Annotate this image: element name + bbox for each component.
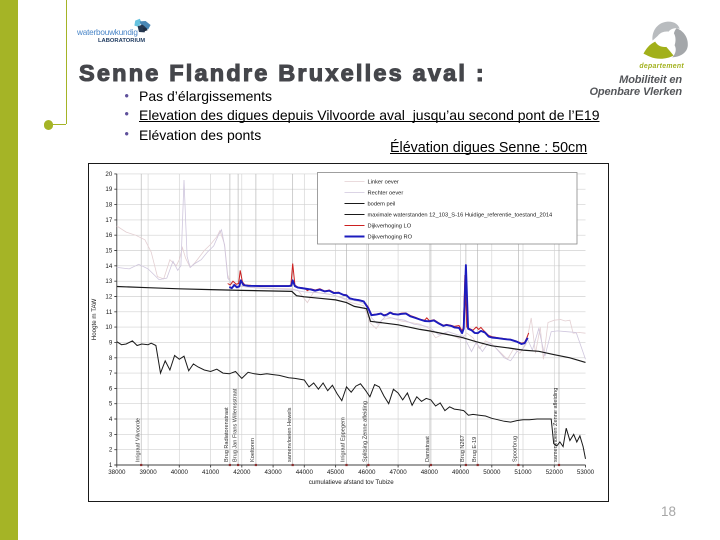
svg-text:Spoorbrug: Spoorbrug — [513, 436, 519, 462]
svg-text:20: 20 — [105, 171, 112, 178]
svg-text:Damstraat: Damstraat — [425, 436, 431, 462]
svg-text:9: 9 — [109, 339, 113, 346]
svg-text:47000: 47000 — [389, 469, 407, 476]
svg-text:44000: 44000 — [296, 469, 314, 476]
svg-text:45000: 45000 — [327, 469, 345, 476]
svg-text:Irrigraaf Vilvoorde: Irrigraaf Vilvoorde — [135, 418, 141, 462]
svg-text:Irrigraaf Eppegem: Irrigraaf Eppegem — [341, 417, 347, 462]
svg-text:41000: 41000 — [202, 469, 220, 476]
svg-text:6: 6 — [109, 385, 113, 392]
svg-text:38000: 38000 — [108, 469, 126, 476]
svg-text:14: 14 — [105, 263, 112, 270]
svg-text:42000: 42000 — [233, 469, 251, 476]
svg-text:Brug E-19: Brug E-19 — [472, 437, 478, 462]
svg-text:53000: 53000 — [577, 469, 595, 476]
svg-text:Hoogte m TAW: Hoogte m TAW — [91, 299, 98, 341]
svg-text:cumulatieve afstand tov Tubiz: cumulatieve afstand tov Tubize — [309, 479, 395, 486]
svg-text:49000: 49000 — [452, 469, 470, 476]
svg-text:11: 11 — [106, 309, 113, 316]
svg-text:50000: 50000 — [483, 469, 501, 476]
svg-text:12: 12 — [105, 294, 112, 301]
svg-text:7: 7 — [109, 370, 113, 377]
svg-text:Brug N267: Brug N267 — [460, 435, 466, 462]
svg-text:10: 10 — [105, 324, 112, 331]
svg-text:48000: 48000 — [421, 469, 439, 476]
svg-text:39000: 39000 — [139, 469, 157, 476]
svg-text:Brug Radiatorenstraat: Brug Radiatorenstraat — [224, 407, 230, 462]
svg-text:Splitsing Zenne afleiding: Splitsing Zenne afleiding — [363, 401, 369, 462]
svg-text:Rechter oever: Rechter oever — [368, 191, 404, 197]
svg-text:4: 4 — [109, 416, 113, 423]
svg-text:Dijkverhoging RO: Dijkverhoging RO — [368, 235, 413, 241]
svg-text:15: 15 — [105, 248, 112, 255]
svg-text:samenvloeien Hewels: samenvloeien Hewels — [287, 407, 293, 462]
svg-text:3: 3 — [109, 431, 113, 438]
svg-text:8: 8 — [109, 355, 113, 362]
svg-text:Dijkverhoging LO: Dijkverhoging LO — [368, 224, 412, 230]
svg-text:1: 1 — [109, 462, 113, 469]
svg-text:43000: 43000 — [264, 469, 282, 476]
svg-text:17: 17 — [105, 217, 112, 224]
svg-text:2: 2 — [109, 447, 113, 454]
svg-text:samenvloeien Zenne afleiding: samenvloeien Zenne afleiding — [553, 388, 559, 462]
svg-text:Koeltoren: Koeltoren — [250, 438, 256, 462]
svg-text:Brug Jan Frans Willemsstraat: Brug Jan Frans Willemsstraat — [232, 388, 238, 462]
svg-text:13: 13 — [105, 278, 112, 285]
svg-text:maximale waterstanden 12_103_: maximale waterstanden 12_103_S-16 Huidig… — [368, 213, 553, 219]
svg-text:bodem peil: bodem peil — [368, 202, 396, 208]
svg-text:19: 19 — [105, 186, 112, 193]
svg-text:Linker oever: Linker oever — [368, 180, 399, 186]
svg-text:52000: 52000 — [546, 469, 564, 476]
svg-text:16: 16 — [105, 232, 112, 239]
svg-text:46000: 46000 — [358, 469, 376, 476]
svg-text:40000: 40000 — [171, 469, 189, 476]
svg-text:18: 18 — [105, 202, 112, 209]
svg-text:5: 5 — [109, 401, 113, 408]
svg-text:51000: 51000 — [514, 469, 532, 476]
